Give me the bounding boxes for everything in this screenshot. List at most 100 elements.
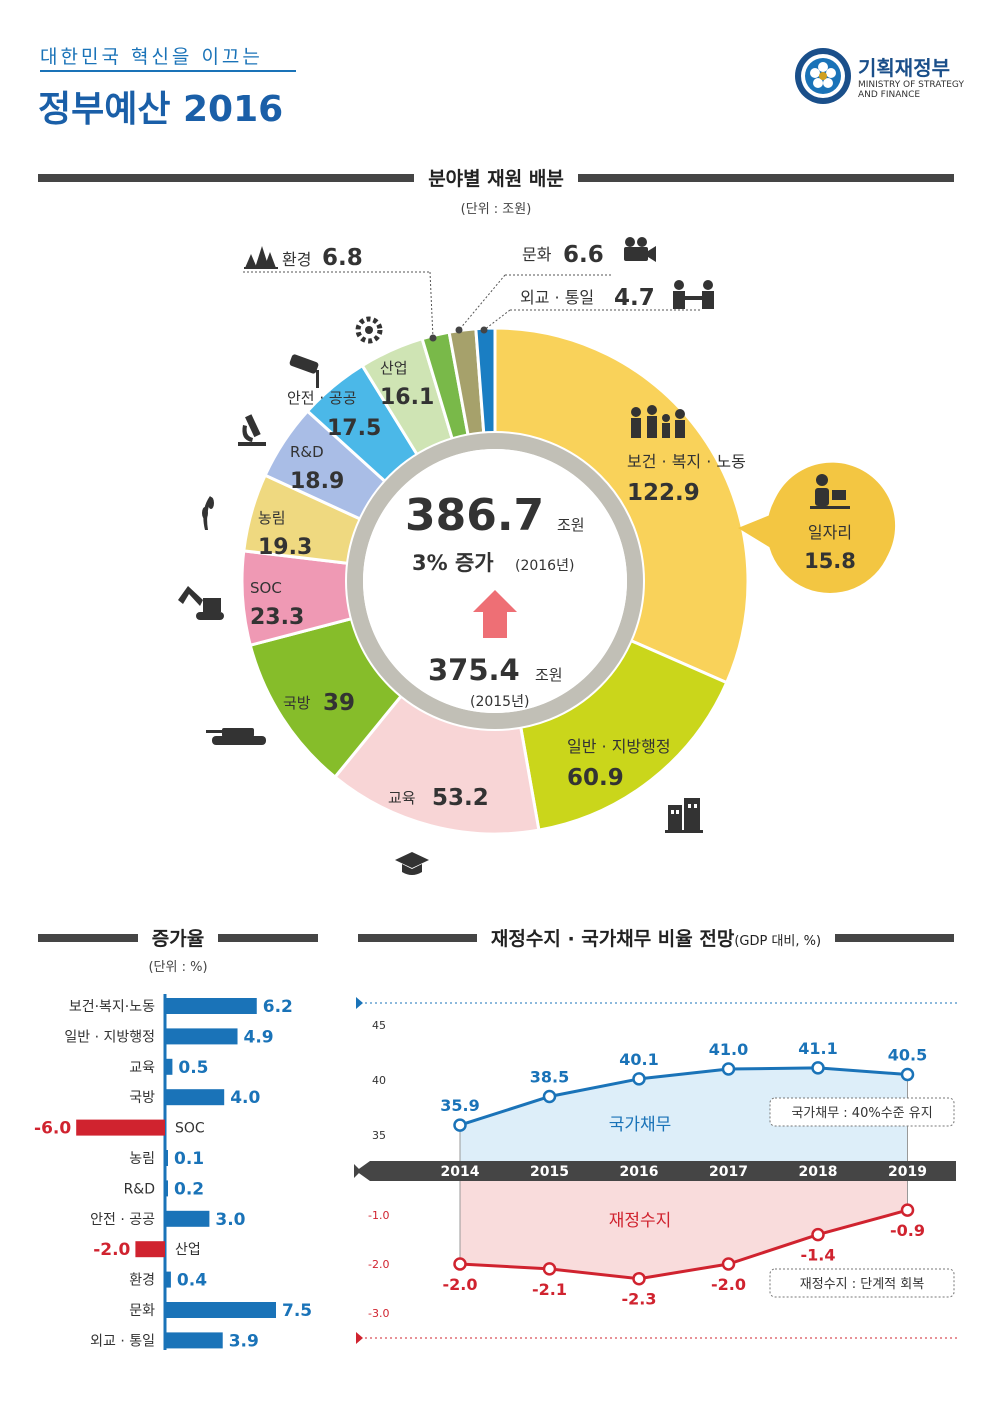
slice-value-admin: 60.9 xyxy=(567,765,624,791)
year-label-3: 2017 xyxy=(709,1164,748,1180)
handshake-icon xyxy=(673,280,714,309)
year-label-1: 2015 xyxy=(530,1164,569,1180)
slice-value-diplomacy: 4.7 xyxy=(614,285,655,311)
debt-point-1 xyxy=(542,1089,557,1104)
donut-shadow-ring xyxy=(347,433,643,729)
debt-point-0 xyxy=(453,1118,467,1132)
year-label-2: 2016 xyxy=(620,1164,659,1180)
bar-value-1: 4.9 xyxy=(244,1027,274,1047)
tank-icon xyxy=(206,728,266,745)
debt-value-0: 35.9 xyxy=(440,1096,479,1115)
growth-title: 증가율 xyxy=(137,928,219,950)
total-unit: 조원 xyxy=(557,516,585,534)
bar-8 xyxy=(135,1241,165,1258)
balance-value-0: -2.0 xyxy=(443,1275,478,1294)
bar-value-5: 0.1 xyxy=(174,1149,204,1169)
debt-tick-1: 40 xyxy=(372,1074,386,1087)
previous-year: (2015년) xyxy=(470,694,529,710)
slice-value-welfare: 122.9 xyxy=(627,480,700,506)
debt-point-4 xyxy=(811,1061,825,1075)
bar-value-4: -6.0 xyxy=(34,1119,71,1139)
slice-label-agri: 농림 xyxy=(258,509,286,527)
building-icon xyxy=(665,798,703,833)
bar-category-11: 외교 · 통일 xyxy=(90,1333,155,1349)
axis-arrow-icon xyxy=(356,1161,370,1181)
balance-value-2: -2.3 xyxy=(622,1290,657,1309)
debt-note-box xyxy=(769,1097,955,1127)
slice-label-welfare: 보건 · 복지 · 노동 xyxy=(627,452,746,471)
balance-line xyxy=(459,1208,908,1281)
leader-diplomacy-dot xyxy=(480,326,488,334)
debt-tick-2: 35 xyxy=(372,1129,386,1142)
balance-point-1 xyxy=(542,1262,557,1276)
balance-point-0 xyxy=(453,1257,467,1271)
debt-point-2 xyxy=(632,1072,646,1086)
debt-tick-0: 45 xyxy=(372,1019,386,1032)
debt-value-5: 40.5 xyxy=(888,1046,927,1065)
bar-2 xyxy=(165,1058,173,1075)
bar-7 xyxy=(165,1210,210,1227)
bar-category-2: 교육 xyxy=(129,1060,155,1076)
growth-unit: (단위 : %) xyxy=(148,960,208,975)
debt-value-3: 41.0 xyxy=(709,1040,748,1059)
bar-value-9: 0.4 xyxy=(177,1271,207,1291)
slice-value-education: 53.2 xyxy=(432,785,489,811)
ministry-en-line-2: AND FINANCE xyxy=(858,90,921,100)
slice-label-rnd: R&D xyxy=(290,443,324,461)
balance-point-3 xyxy=(721,1257,736,1271)
balance-tick-2: -3.0 xyxy=(368,1307,389,1320)
graduation-cap-icon xyxy=(395,852,429,875)
bar-value-2: 0.5 xyxy=(178,1058,208,1078)
slice-value-rnd: 18.9 xyxy=(290,469,344,494)
slice-label-soc: SOC xyxy=(250,579,282,597)
debt-note: 국가채무 : 40%수준 유지 xyxy=(791,1106,932,1121)
debt-value-2: 40.1 xyxy=(619,1050,658,1069)
balance-area xyxy=(460,1181,908,1279)
debt-area xyxy=(460,1067,908,1161)
allocation-donut-chart: 386.7 조원 3% 증가 (2016년) 375.4 조원 (2015년) … xyxy=(178,237,896,875)
allocation-unit: (단위 : 조원) xyxy=(460,202,532,217)
debt-value-1: 38.5 xyxy=(530,1068,569,1087)
bar-6 xyxy=(165,1180,168,1197)
leader-env-v xyxy=(429,271,434,339)
slice-label-safety: 안전 · 공공 xyxy=(287,389,357,407)
leader-diplomacy-v xyxy=(483,309,511,331)
bar-value-8: -2.0 xyxy=(93,1240,130,1260)
bar-5 xyxy=(165,1150,168,1166)
fiscal-title-wrap: 재정수지 · 국가채무 비율 전망(GDP 대비, %) xyxy=(358,924,954,951)
debt-value-4: 41.1 xyxy=(798,1039,837,1058)
slice-value-defense: 39 xyxy=(323,690,355,716)
allocation-title-wrap: 분야별 재원 배분 xyxy=(0,164,992,191)
bar-category-5: 농림 xyxy=(129,1151,155,1167)
slice-label-industry: 산업 xyxy=(380,359,408,377)
year-label-0: 2014 xyxy=(441,1164,480,1180)
wheat-icon xyxy=(202,496,214,530)
previous-unit: 조원 xyxy=(535,666,563,684)
page-title: 정부예산 2016 xyxy=(38,89,284,130)
family-icon xyxy=(631,405,685,438)
bar-value-3: 4.0 xyxy=(230,1088,260,1108)
bar-category-6: R&D xyxy=(124,1181,155,1197)
bar-category-0: 보건·복지·노동 xyxy=(69,999,155,1015)
balance-point-5 xyxy=(900,1203,915,1217)
slice-value-industry: 16.1 xyxy=(380,385,434,410)
bar-0 xyxy=(165,998,257,1014)
callout-value: 15.8 xyxy=(804,549,856,573)
balance-note-box xyxy=(769,1268,955,1298)
year-label-4: 2018 xyxy=(799,1164,838,1180)
forest-icon xyxy=(244,246,278,269)
ministry-logo-sub: MINISTRY OF STRATEGY AND FINANCE xyxy=(858,80,978,100)
balance-tick-0: -1.0 xyxy=(368,1209,389,1222)
bar-4 xyxy=(76,1119,165,1136)
balance-tick-1: -2.0 xyxy=(368,1258,389,1271)
fiscal-title: 재정수지 · 국가채무 비율 전망 xyxy=(490,928,735,950)
balance-value-4: -1.4 xyxy=(801,1246,836,1265)
slice-label-education: 교육 xyxy=(388,789,416,807)
slice-label-admin: 일반 · 지방행정 xyxy=(567,737,671,756)
bar-category-9: 환경 xyxy=(129,1273,155,1289)
balance-value-3: -2.0 xyxy=(711,1275,746,1294)
balance-value-1: -2.1 xyxy=(532,1280,567,1299)
balance-point-4 xyxy=(811,1227,825,1242)
bar-category-10: 문화 xyxy=(129,1303,155,1319)
balance-point-2 xyxy=(632,1271,646,1286)
